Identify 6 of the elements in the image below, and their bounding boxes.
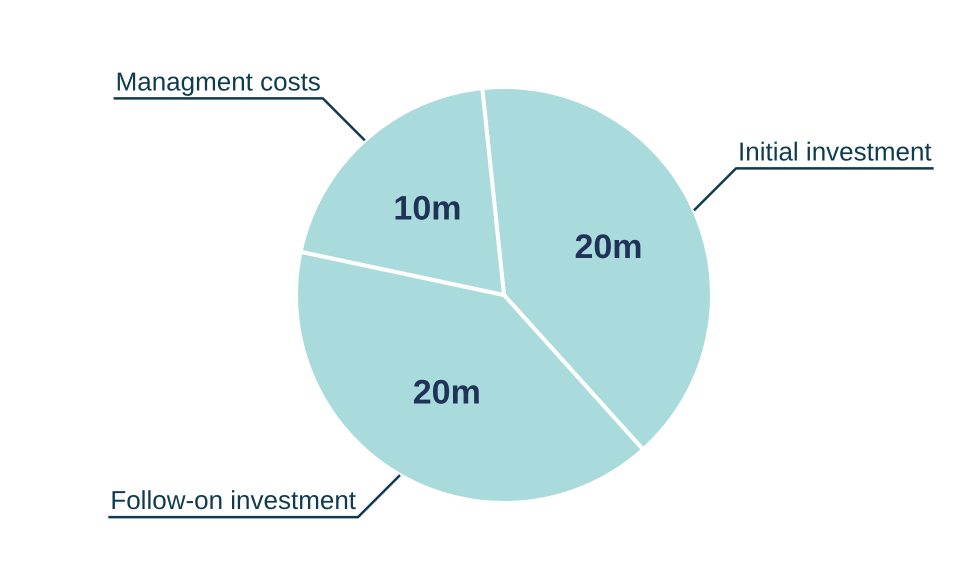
- slice-label: Initial investment: [738, 136, 932, 166]
- data-label: 20m: [412, 373, 481, 412]
- slice-label: Managment costs: [116, 66, 321, 96]
- data-label: 10m: [393, 189, 462, 228]
- data-label: 20m: [574, 228, 643, 266]
- slice-label: Follow-on investment: [110, 485, 357, 516]
